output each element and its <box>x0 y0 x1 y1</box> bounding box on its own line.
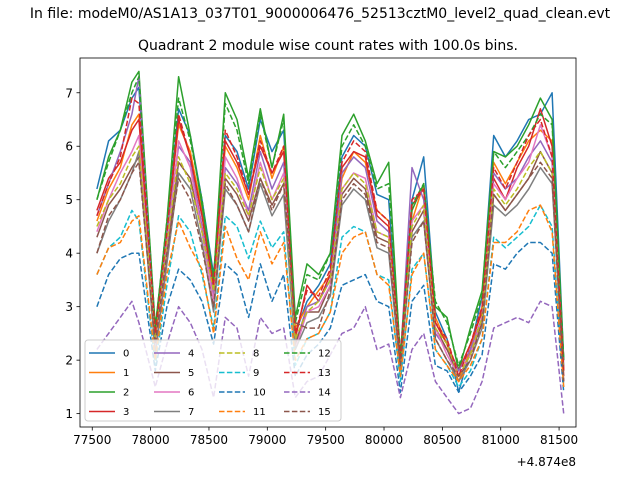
legend-label-7: 7 <box>188 407 194 418</box>
y-axis: 1 2 3 4 5 6 7 <box>65 86 80 421</box>
axes-frame <box>79 57 577 428</box>
legend-label-6: 6 <box>188 388 194 399</box>
legend-label-2: 2 <box>123 388 129 399</box>
x-tick-label: 81000 <box>482 433 520 447</box>
series-line-8 <box>96 145 565 377</box>
figure-suptitle: In file: modeM0/AS1A13_037T01_9000006476… <box>30 6 611 22</box>
y-tick-label: 3 <box>65 300 73 314</box>
legend-label-0: 0 <box>123 349 129 360</box>
y-tick-label: 6 <box>65 140 73 154</box>
legend-label-14: 14 <box>318 388 331 399</box>
y-tick-label: 4 <box>65 247 73 261</box>
legend-label-3: 3 <box>123 407 129 418</box>
plot-area <box>96 70 565 415</box>
y-tick-label: 2 <box>65 354 73 368</box>
y-tick-label: 1 <box>65 407 73 421</box>
legend-label-9: 9 <box>253 368 259 379</box>
x-tick-label: 79000 <box>248 433 286 447</box>
x-tick-label: 78000 <box>132 433 170 447</box>
x-axis: 77500 78000 78500 79000 79500 80000 80500 81000… <box>73 427 578 447</box>
legend-label-15: 15 <box>318 407 331 418</box>
series-line-10 <box>96 241 565 393</box>
x-offset-label: +4.874e8 <box>517 455 576 469</box>
legend-label-1: 1 <box>123 368 129 379</box>
x-tick-label: 79500 <box>307 433 345 447</box>
legend-label-10: 10 <box>253 388 266 399</box>
series-line-11 <box>96 204 565 387</box>
y-tick-label: 7 <box>65 86 73 100</box>
legend-label-11: 11 <box>253 407 266 418</box>
legend-label-12: 12 <box>318 349 331 360</box>
legend-label-5: 5 <box>188 368 194 379</box>
x-tick-label: 80500 <box>423 433 461 447</box>
x-tick-label: 80000 <box>365 433 403 447</box>
chart-title: Quadrant 2 module wise count rates with … <box>138 38 518 54</box>
series-line-15 <box>96 161 565 382</box>
series-line-12 <box>96 75 565 367</box>
x-tick-label: 81500 <box>540 433 578 447</box>
legend-box <box>84 339 342 422</box>
y-tick-label: 5 <box>65 193 73 207</box>
x-tick-label: 78500 <box>190 433 228 447</box>
x-tick-label: 77500 <box>73 433 111 447</box>
legend-label-8: 8 <box>253 349 259 360</box>
legend-label-4: 4 <box>188 349 194 360</box>
legend-label-13: 13 <box>318 368 331 379</box>
